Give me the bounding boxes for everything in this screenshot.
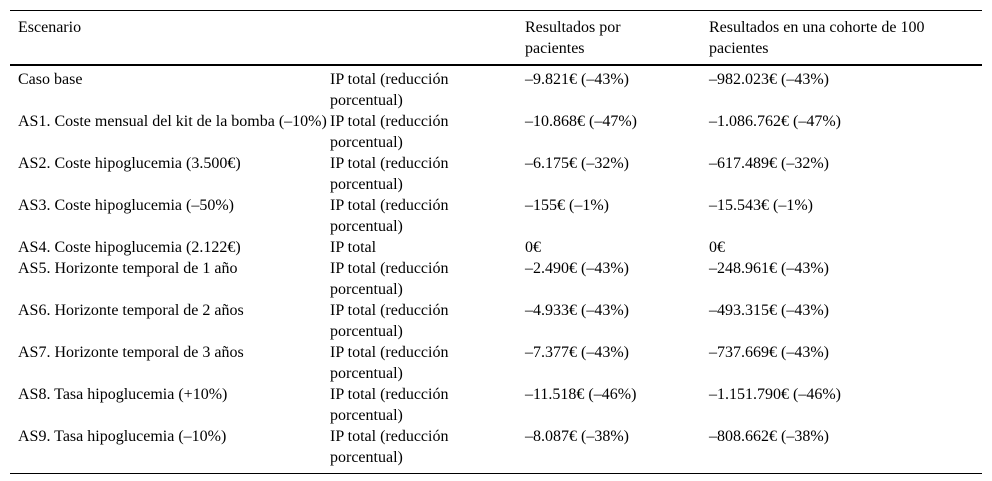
per-patient-result-cell: –7.377€ (–43%) — [525, 344, 629, 361]
per-patient-result-cell: –6.175€ (–32%) — [525, 155, 629, 172]
table-row: AS6. Horizonte temporal de 2 años IP tot… — [10, 300, 982, 342]
cohort-result-cell: –982.023€ (–43%) — [709, 71, 829, 88]
scenario-cell: AS2. Coste hipoglucemia (3.500€) — [18, 155, 241, 172]
cohort-result-cell: –808.662€ (–38%) — [709, 428, 829, 445]
scenario-cell: AS5. Horizonte temporal de 1 año — [18, 260, 238, 277]
scenario-cell: AS7. Horizonte temporal de 3 años — [18, 344, 244, 361]
per-patient-result-cell: –10.868€ (–47%) — [525, 113, 637, 130]
sensitivity-analysis-table: Escenario Resultados por pacientes Resul… — [10, 10, 982, 474]
scenario-cell: AS8. Tasa hipoglucemia (+10%) — [18, 386, 228, 403]
measure-cell: IP total (reducción porcentual) — [330, 71, 449, 109]
header-row: Escenario Resultados por pacientes Resul… — [10, 10, 982, 66]
per-patient-result-cell: 0€ — [525, 239, 541, 256]
scenario-cell: AS1. Coste mensual del kit de la bomba (… — [18, 113, 327, 130]
table-row: AS8. Tasa hipoglucemia (+10%) IP total (… — [10, 384, 982, 426]
per-patient-result-cell: –155€ (–1%) — [525, 197, 609, 214]
table-row: AS2. Coste hipoglucemia (3.500€) IP tota… — [10, 153, 982, 195]
scenario-cell: AS6. Horizonte temporal de 2 años — [18, 302, 244, 319]
column-header-resultados-por-pacientes: Resultados por pacientes — [525, 10, 709, 66]
measure-cell: IP total (reducción porcentual) — [330, 197, 449, 235]
column-header-resultados-cohorte-100: Resultados en una cohorte de 100 pacient… — [709, 10, 982, 66]
per-patient-result-cell: –2.490€ (–43%) — [525, 260, 629, 277]
per-patient-result-cell: –8.087€ (–38%) — [525, 428, 629, 445]
cohort-result-cell: –1.151.790€ (–46%) — [709, 386, 841, 403]
cohort-result-cell: –493.315€ (–43%) — [709, 302, 829, 319]
per-patient-result-cell: –4.933€ (–43%) — [525, 302, 629, 319]
table-row: AS7. Horizonte temporal de 3 años IP tot… — [10, 342, 982, 384]
table-header: Escenario Resultados por pacientes Resul… — [10, 10, 982, 66]
column-header-measure-empty — [330, 10, 525, 66]
table-row: Caso base IP total (reducción porcentual… — [10, 65, 982, 111]
cohort-result-cell: 0€ — [709, 239, 725, 256]
cohort-result-cell: –737.669€ (–43%) — [709, 344, 829, 361]
cohort-result-cell: –15.543€ (–1%) — [709, 197, 813, 214]
table-body: Caso base IP total (reducción porcentual… — [10, 65, 982, 474]
measure-cell: IP total — [330, 239, 377, 256]
measure-cell: IP total (reducción porcentual) — [330, 428, 449, 466]
scenario-cell: AS3. Coste hipoglucemia (–50%) — [18, 197, 234, 214]
per-patient-result-cell: –11.518€ (–46%) — [525, 386, 637, 403]
scenario-cell: AS9. Tasa hipoglucemia (–10%) — [18, 428, 227, 445]
measure-cell: IP total (reducción porcentual) — [330, 260, 449, 298]
table-row: AS3. Coste hipoglucemia (–50%) IP total … — [10, 195, 982, 237]
per-patient-result-cell: –9.821€ (–43%) — [525, 71, 629, 88]
measure-cell: IP total (reducción porcentual) — [330, 155, 449, 193]
column-header-escenario: Escenario — [10, 10, 330, 66]
cohort-result-cell: –617.489€ (–32%) — [709, 155, 829, 172]
table-row: AS9. Tasa hipoglucemia (–10%) IP total (… — [10, 426, 982, 474]
measure-cell: IP total (reducción porcentual) — [330, 344, 449, 382]
cohort-result-cell: –1.086.762€ (–47%) — [709, 113, 841, 130]
measure-cell: IP total (reducción porcentual) — [330, 302, 449, 340]
measure-cell: IP total (reducción porcentual) — [330, 386, 449, 424]
table-row: AS4. Coste hipoglucemia (2.122€) IP tota… — [10, 237, 982, 258]
table-row: AS1. Coste mensual del kit de la bomba (… — [10, 111, 982, 153]
measure-cell: IP total (reducción porcentual) — [330, 113, 449, 151]
scenario-cell: Caso base — [18, 71, 83, 88]
table-row: AS5. Horizonte temporal de 1 año IP tota… — [10, 258, 982, 300]
cohort-result-cell: –248.961€ (–43%) — [709, 260, 829, 277]
scenario-cell: AS4. Coste hipoglucemia (2.122€) — [18, 239, 241, 256]
